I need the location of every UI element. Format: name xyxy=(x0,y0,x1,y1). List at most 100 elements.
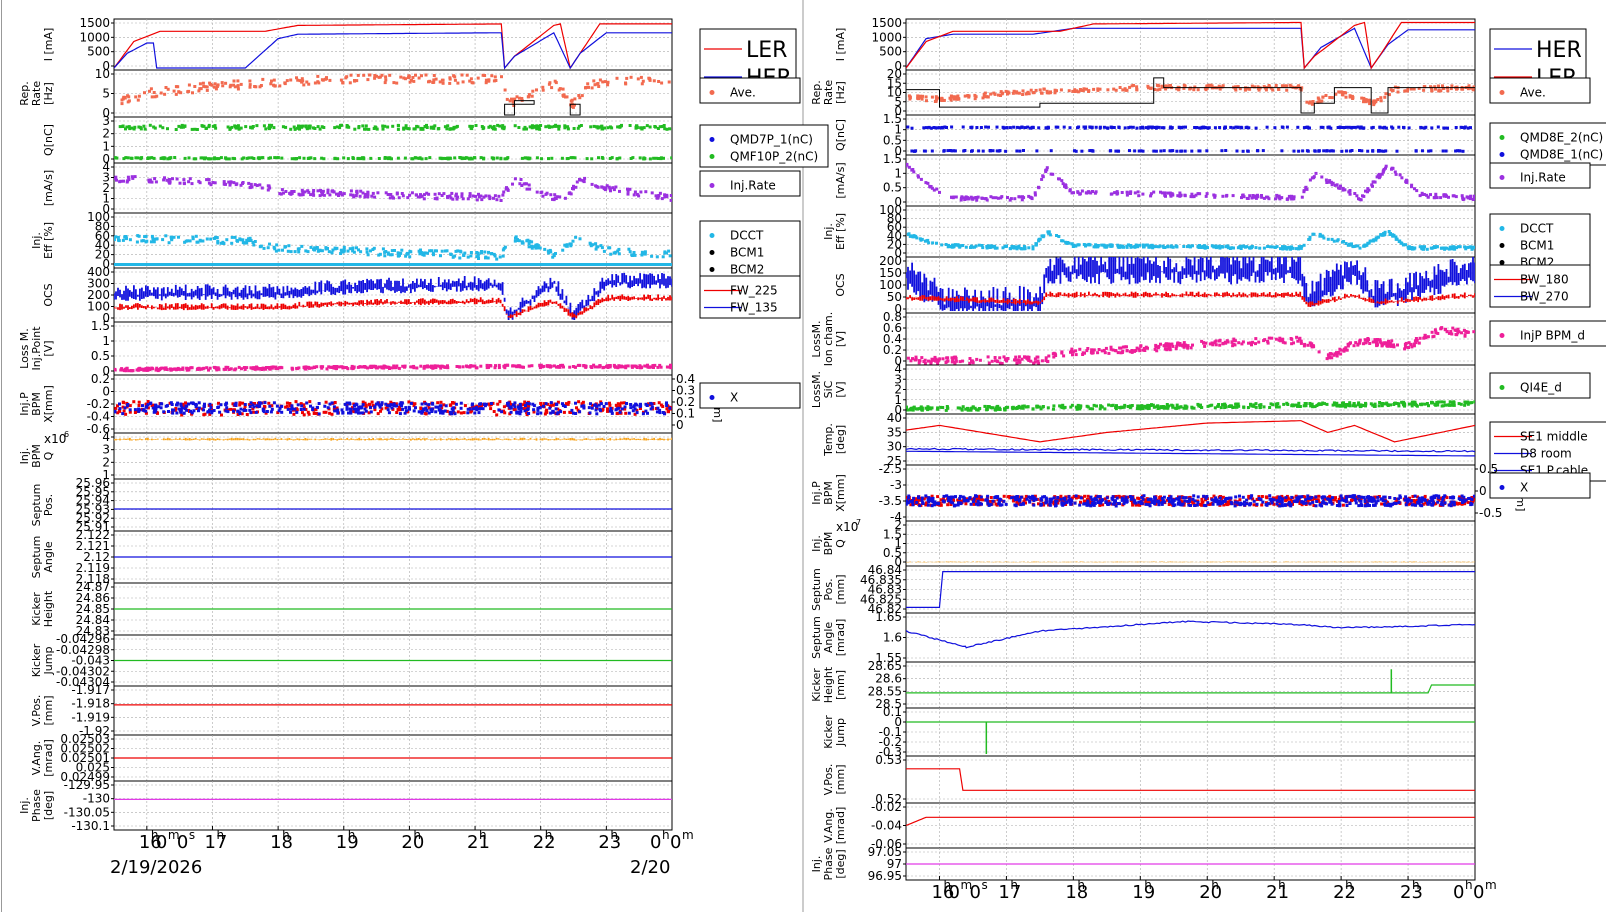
series-point xyxy=(1159,190,1162,194)
series-point xyxy=(326,247,329,250)
series-point xyxy=(958,360,962,364)
series-point xyxy=(212,237,216,240)
series-point xyxy=(248,236,252,240)
series-point xyxy=(332,365,336,369)
series-point xyxy=(384,406,388,410)
series-point xyxy=(652,366,655,369)
series-point xyxy=(1118,346,1122,350)
series-point xyxy=(369,365,373,369)
series-point xyxy=(1344,91,1348,95)
series-point xyxy=(1168,84,1172,88)
legend-label: BW_180 xyxy=(1520,273,1569,287)
series-point xyxy=(161,156,164,160)
series-point xyxy=(114,235,116,239)
series-point xyxy=(601,80,605,84)
series-point xyxy=(424,402,428,406)
series-point xyxy=(215,157,219,161)
series-point xyxy=(193,127,197,131)
x-tick-hour-unit: h xyxy=(348,828,356,842)
series-point xyxy=(509,402,513,406)
plot-area xyxy=(906,326,1475,365)
series-point xyxy=(970,149,973,153)
series-point xyxy=(1005,126,1009,130)
series-point xyxy=(495,198,499,202)
series-point xyxy=(422,407,426,411)
series-point xyxy=(197,409,200,413)
series-point xyxy=(1196,192,1200,196)
series-point xyxy=(1338,186,1342,190)
series-point xyxy=(301,124,305,128)
series-point xyxy=(1047,126,1050,130)
legend-label: Inj.Rate xyxy=(730,179,776,193)
series-point xyxy=(1168,348,1172,352)
series-point xyxy=(395,364,399,368)
series-point xyxy=(395,81,399,85)
y-tick-label: 40 xyxy=(95,238,110,252)
series-point xyxy=(264,367,268,371)
series-point xyxy=(1354,341,1358,345)
series-point xyxy=(299,125,303,129)
series-point xyxy=(484,256,487,260)
series-point xyxy=(290,157,294,161)
series-point xyxy=(1220,149,1224,153)
series-point xyxy=(177,407,181,411)
series-point xyxy=(1306,343,1310,347)
series-point xyxy=(413,156,417,160)
series-point xyxy=(255,404,259,408)
series-point xyxy=(333,157,337,161)
series-point xyxy=(295,366,299,370)
series-point xyxy=(399,75,403,79)
series-point xyxy=(498,400,502,404)
series-point xyxy=(353,79,357,83)
series-point xyxy=(166,127,169,131)
series-point xyxy=(120,102,124,106)
series-point xyxy=(510,97,513,101)
series-point xyxy=(1028,126,1032,130)
series-point xyxy=(400,404,404,408)
series-point xyxy=(1171,149,1175,153)
series-point xyxy=(503,366,507,370)
series-point xyxy=(289,250,293,254)
series-point xyxy=(269,125,272,129)
x-tick-hour-unit: h xyxy=(545,828,553,842)
series-point xyxy=(1352,245,1356,248)
series-point xyxy=(633,412,637,416)
series-point xyxy=(520,156,524,160)
series-point xyxy=(341,366,345,370)
series-point xyxy=(144,409,148,413)
series-point xyxy=(527,245,531,249)
series-point xyxy=(1410,185,1413,189)
series-point xyxy=(375,366,378,370)
series-point xyxy=(137,234,141,238)
series-point xyxy=(459,250,463,254)
y-axis-label: I [mA] xyxy=(834,28,847,62)
series-point xyxy=(953,149,957,153)
series-point xyxy=(366,366,370,370)
series-point xyxy=(1372,103,1376,107)
series-point xyxy=(128,410,132,414)
series-point xyxy=(216,83,220,87)
series-point xyxy=(493,75,497,79)
series-point xyxy=(502,409,506,413)
series-point xyxy=(502,190,506,194)
series-point xyxy=(1045,166,1049,170)
series-point xyxy=(557,127,561,131)
series-point xyxy=(491,157,495,161)
series-point xyxy=(1319,125,1323,129)
series-point xyxy=(175,177,179,181)
series-point xyxy=(161,126,165,130)
series-point xyxy=(191,235,195,239)
legend-box xyxy=(699,124,829,168)
series-point xyxy=(347,411,350,415)
series-point xyxy=(1076,90,1080,94)
series-point xyxy=(1296,85,1300,88)
series-point xyxy=(183,407,187,411)
series-point xyxy=(547,365,551,368)
series-point xyxy=(433,124,437,128)
y-tick-label: 0 xyxy=(102,385,110,399)
series-point xyxy=(551,403,555,407)
series-point xyxy=(967,197,971,201)
legend-marker xyxy=(709,395,715,400)
series-point xyxy=(1367,188,1371,192)
